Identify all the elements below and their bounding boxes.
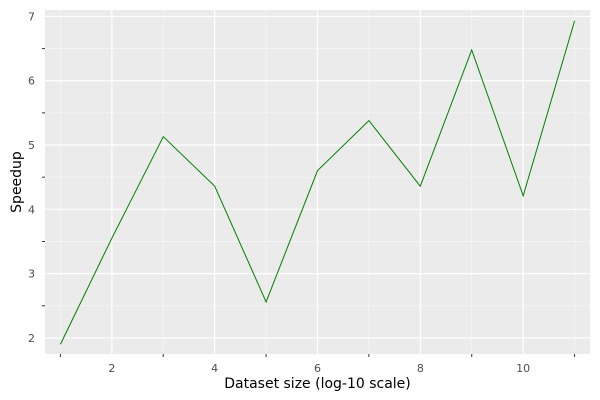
x-tick-label: 6 <box>314 362 321 375</box>
x-tick-label: 8 <box>417 362 424 375</box>
y-tick-label: 7 <box>28 10 35 23</box>
y-axis-title: Speedup <box>9 151 25 213</box>
y-tick-label: 2 <box>28 332 35 345</box>
y-tick-label: 5 <box>28 139 35 152</box>
series-line <box>59 20 576 345</box>
axis-ticks <box>42 48 576 357</box>
x-tick-label: 10 <box>516 362 530 375</box>
x-tick-label: 4 <box>211 362 218 375</box>
tick-labels: 2 4 6 8 10 2 3 4 5 6 7 <box>28 10 530 375</box>
x-tick-label: 2 <box>108 362 115 375</box>
series-layer <box>59 20 576 345</box>
x-axis-title: Dataset size (log-10 scale) <box>224 376 411 392</box>
y-tick-label: 6 <box>28 75 35 88</box>
major-gridlines <box>45 10 590 354</box>
y-tick-label: 3 <box>28 268 35 281</box>
y-tick-label: 4 <box>28 203 35 216</box>
